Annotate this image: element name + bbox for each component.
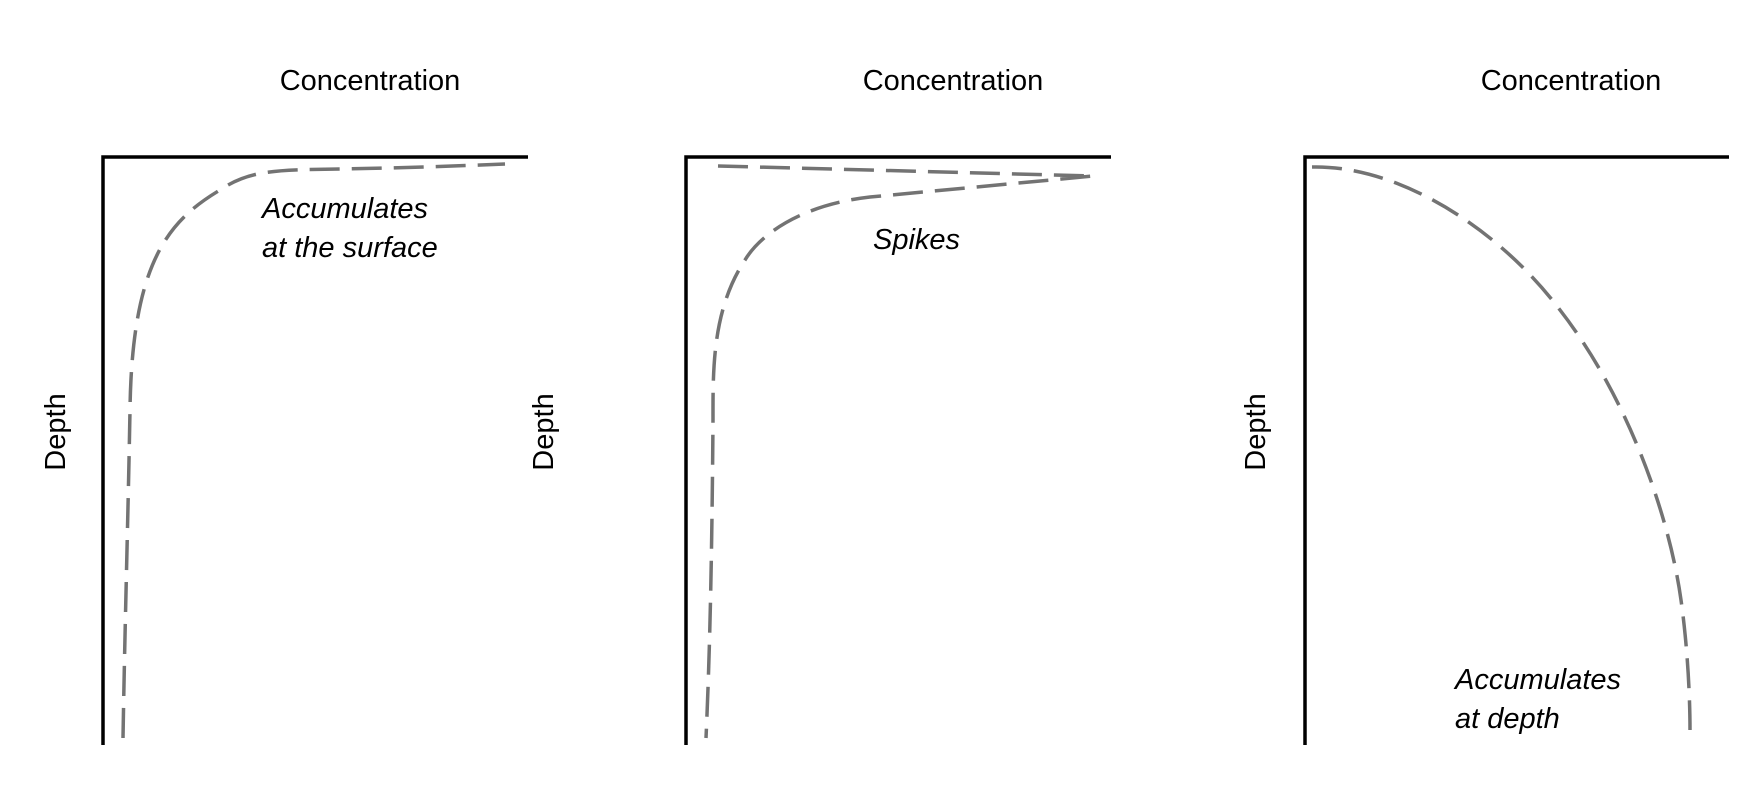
profile-annotation: Accumulates [260,193,428,225]
concentration-profile-line [121,162,506,739]
profile-annotation: at depth [1455,703,1560,735]
profile-annotation: at the surface [262,232,438,264]
x-axis-label: Concentration [1481,65,1662,97]
panel-spike: Concentration Depth Spikes [528,65,1111,745]
y-axis-label: Depth [528,393,560,470]
concentration-profile-line [1311,165,1692,731]
panel-surface: Concentration Depth Accumulates at the s… [40,65,528,745]
y-axis-label: Depth [40,393,72,470]
x-axis-label: Concentration [863,65,1044,97]
panel-depth: Concentration Depth Accumulates at depth [1240,65,1729,745]
axes-frame [684,155,1111,745]
profile-annotation: Spikes [873,224,960,256]
axes-frame [1303,155,1729,745]
x-axis-label: Concentration [280,65,461,97]
concentration-profile-line [704,164,1094,739]
profile-annotation: Accumulates [1453,664,1621,696]
y-axis-label: Depth [1240,393,1272,470]
axes-frame [101,155,528,745]
